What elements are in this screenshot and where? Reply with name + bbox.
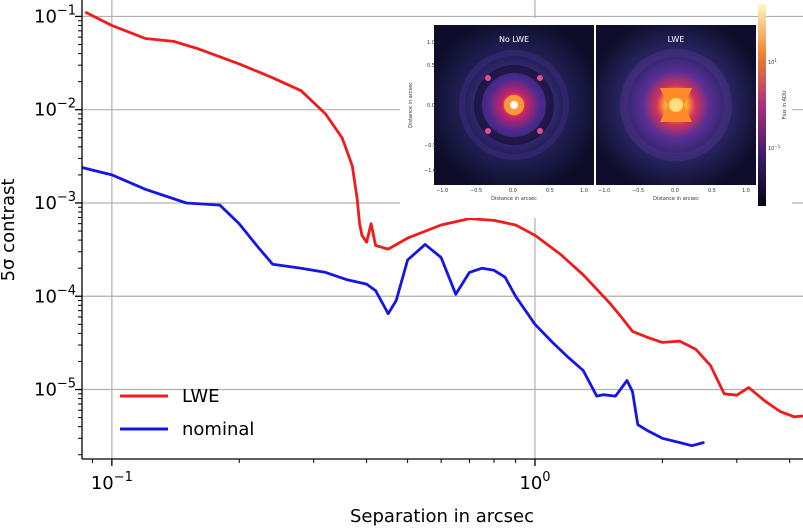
x-tick-labels: 10−1 100 (91, 470, 551, 494)
svg-text:1.0: 1.0 (427, 40, 435, 46)
inset-colorbar: Flux in ADU 101 10−1 (758, 4, 788, 206)
x-tick-label: 100 (519, 470, 550, 494)
y-tick-label: 10−2 (34, 97, 76, 121)
svg-text:0.0: 0.0 (509, 188, 517, 194)
legend: LWE nominal (120, 386, 254, 440)
svg-text:1.0: 1.0 (742, 188, 750, 194)
series-layer (82, 11, 803, 448)
y-axis-label: 5σ contrast (0, 179, 19, 282)
svg-text:10−1: 10−1 (768, 144, 781, 152)
legend-label-lwe: LWE (182, 386, 220, 407)
inset-xlabel-right: Distance in arcsec (653, 196, 699, 202)
series-line-lwe (84, 11, 803, 419)
svg-text:−0.5: −0.5 (632, 188, 644, 194)
svg-text:−1.0: −1.0 (436, 188, 448, 194)
svg-text:−0.5: −0.5 (470, 188, 482, 194)
svg-text:0.0: 0.0 (427, 103, 435, 109)
svg-text:0.5: 0.5 (546, 188, 554, 194)
svg-text:−1.0: −1.0 (598, 188, 610, 194)
x-tick-label: 10−1 (91, 470, 133, 494)
inset-ylabel-left: Distance in arcsec (408, 82, 414, 128)
axes (75, 0, 803, 466)
x-axis-label: Separation in arcsec (350, 506, 534, 527)
svg-text:0.5: 0.5 (427, 63, 435, 69)
inset-xlabel-left: Distance in arcsec (491, 196, 537, 202)
svg-text:1.0: 1.0 (580, 188, 588, 194)
svg-text:−1.0: −1.0 (424, 168, 436, 174)
inset-title-no-lwe: No LWE (499, 35, 529, 44)
inset-panel-no-lwe: No LWE Distance in arcsec Distance in ar… (408, 25, 594, 202)
inset-title-lwe: LWE (668, 35, 685, 44)
series-line-nominal (82, 166, 705, 448)
svg-text:101: 101 (768, 58, 777, 66)
legend-label-nominal: nominal (182, 419, 254, 440)
inset-images: No LWE Distance in arcsec Distance in ar… (400, 4, 792, 218)
y-tick-label: 10−4 (34, 283, 76, 307)
y-tick-label: 10−1 (34, 3, 76, 27)
svg-text:−0.5: −0.5 (424, 143, 436, 149)
y-tick-label: 10−3 (34, 190, 76, 214)
svg-text:0.5: 0.5 (708, 188, 716, 194)
inset-panel-lwe: LWE Distance in arcsec −1.0 −0.5 0.0 0.5… (596, 25, 756, 202)
y-tick-label: 10−5 (34, 377, 76, 401)
colorbar-label: Flux in ADU (782, 90, 788, 119)
y-tick-labels: 10−1 10−2 10−3 10−4 10−5 (34, 3, 76, 400)
svg-text:0.0: 0.0 (671, 188, 679, 194)
